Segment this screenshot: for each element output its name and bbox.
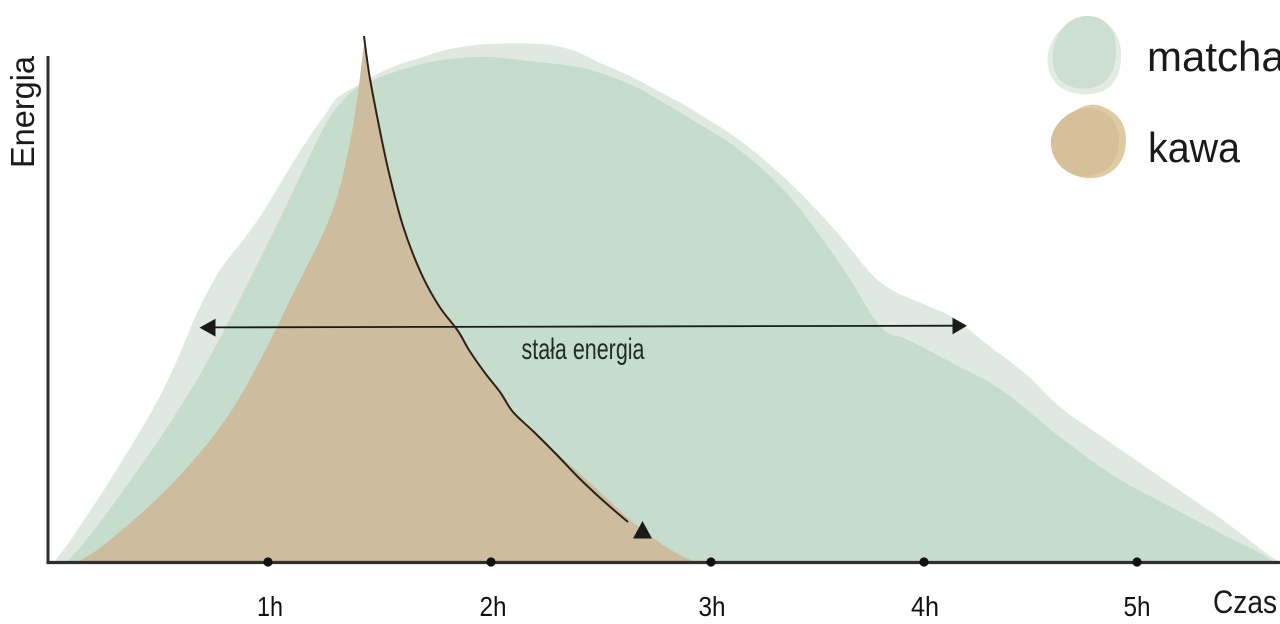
svg-text:5h: 5h (1124, 591, 1151, 622)
svg-text:3h: 3h (699, 591, 726, 622)
svg-text:4h: 4h (911, 591, 939, 622)
svg-text:2h: 2h (480, 591, 507, 622)
svg-text:kawa: kawa (1148, 124, 1241, 171)
svg-text:1h: 1h (257, 591, 283, 622)
svg-text:matcha: matcha (1147, 33, 1280, 80)
svg-text:Czas: Czas (1213, 584, 1277, 620)
svg-text:stała energia: stała energia (522, 333, 645, 366)
svg-text:Energia: Energia (4, 55, 41, 168)
